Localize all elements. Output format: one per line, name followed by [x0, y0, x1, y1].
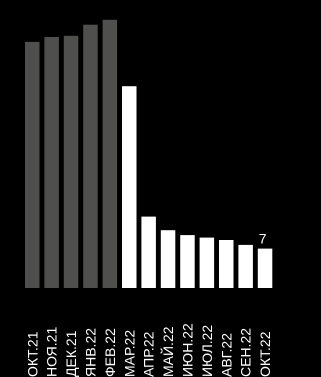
x-tick-label: ОКТ.21: [24, 331, 40, 377]
x-tick-label: ИЮН.22: [179, 323, 195, 377]
bar-12: [238, 244, 253, 288]
bar-9: [180, 235, 195, 288]
x-tick-label: ФЕВ.22: [102, 328, 118, 377]
bar-1: [25, 41, 40, 289]
tick-label-group: ОКТ.21 НОЯ.21 ДЕК.21 ЯНВ.22 ФЕВ.22 МАР.22 АПР.…: [24, 323, 273, 377]
bar-7: [141, 216, 156, 288]
x-tick-label: ОКТ.22: [257, 331, 273, 377]
bar-13: [257, 248, 273, 288]
bar-10: [199, 237, 215, 288]
bar-6: [122, 86, 137, 288]
x-tick-label: АВГ.22: [218, 333, 234, 377]
x-tick-label: СЕН.22: [238, 328, 254, 377]
bar-4: [83, 24, 98, 288]
x-tick-label: МАЙ.22: [159, 326, 176, 377]
bar-11: [219, 240, 234, 288]
bar-3: [63, 35, 79, 288]
x-tick-label: АПР.22: [141, 331, 157, 377]
bar-5: [102, 19, 118, 289]
x-tick-label: ЯНВ.22: [82, 328, 98, 377]
x-tick-label: ИЮЛ.22: [199, 325, 215, 377]
data-label: 7: [259, 231, 267, 247]
bar-2: [44, 37, 59, 288]
x-tick-label: ДЕК.21: [63, 330, 79, 377]
x-tick-label: МАР.22: [121, 330, 137, 377]
x-tick-label: НОЯ.21: [44, 327, 60, 377]
bar-group: [25, 19, 273, 289]
bar-8: [160, 230, 176, 288]
